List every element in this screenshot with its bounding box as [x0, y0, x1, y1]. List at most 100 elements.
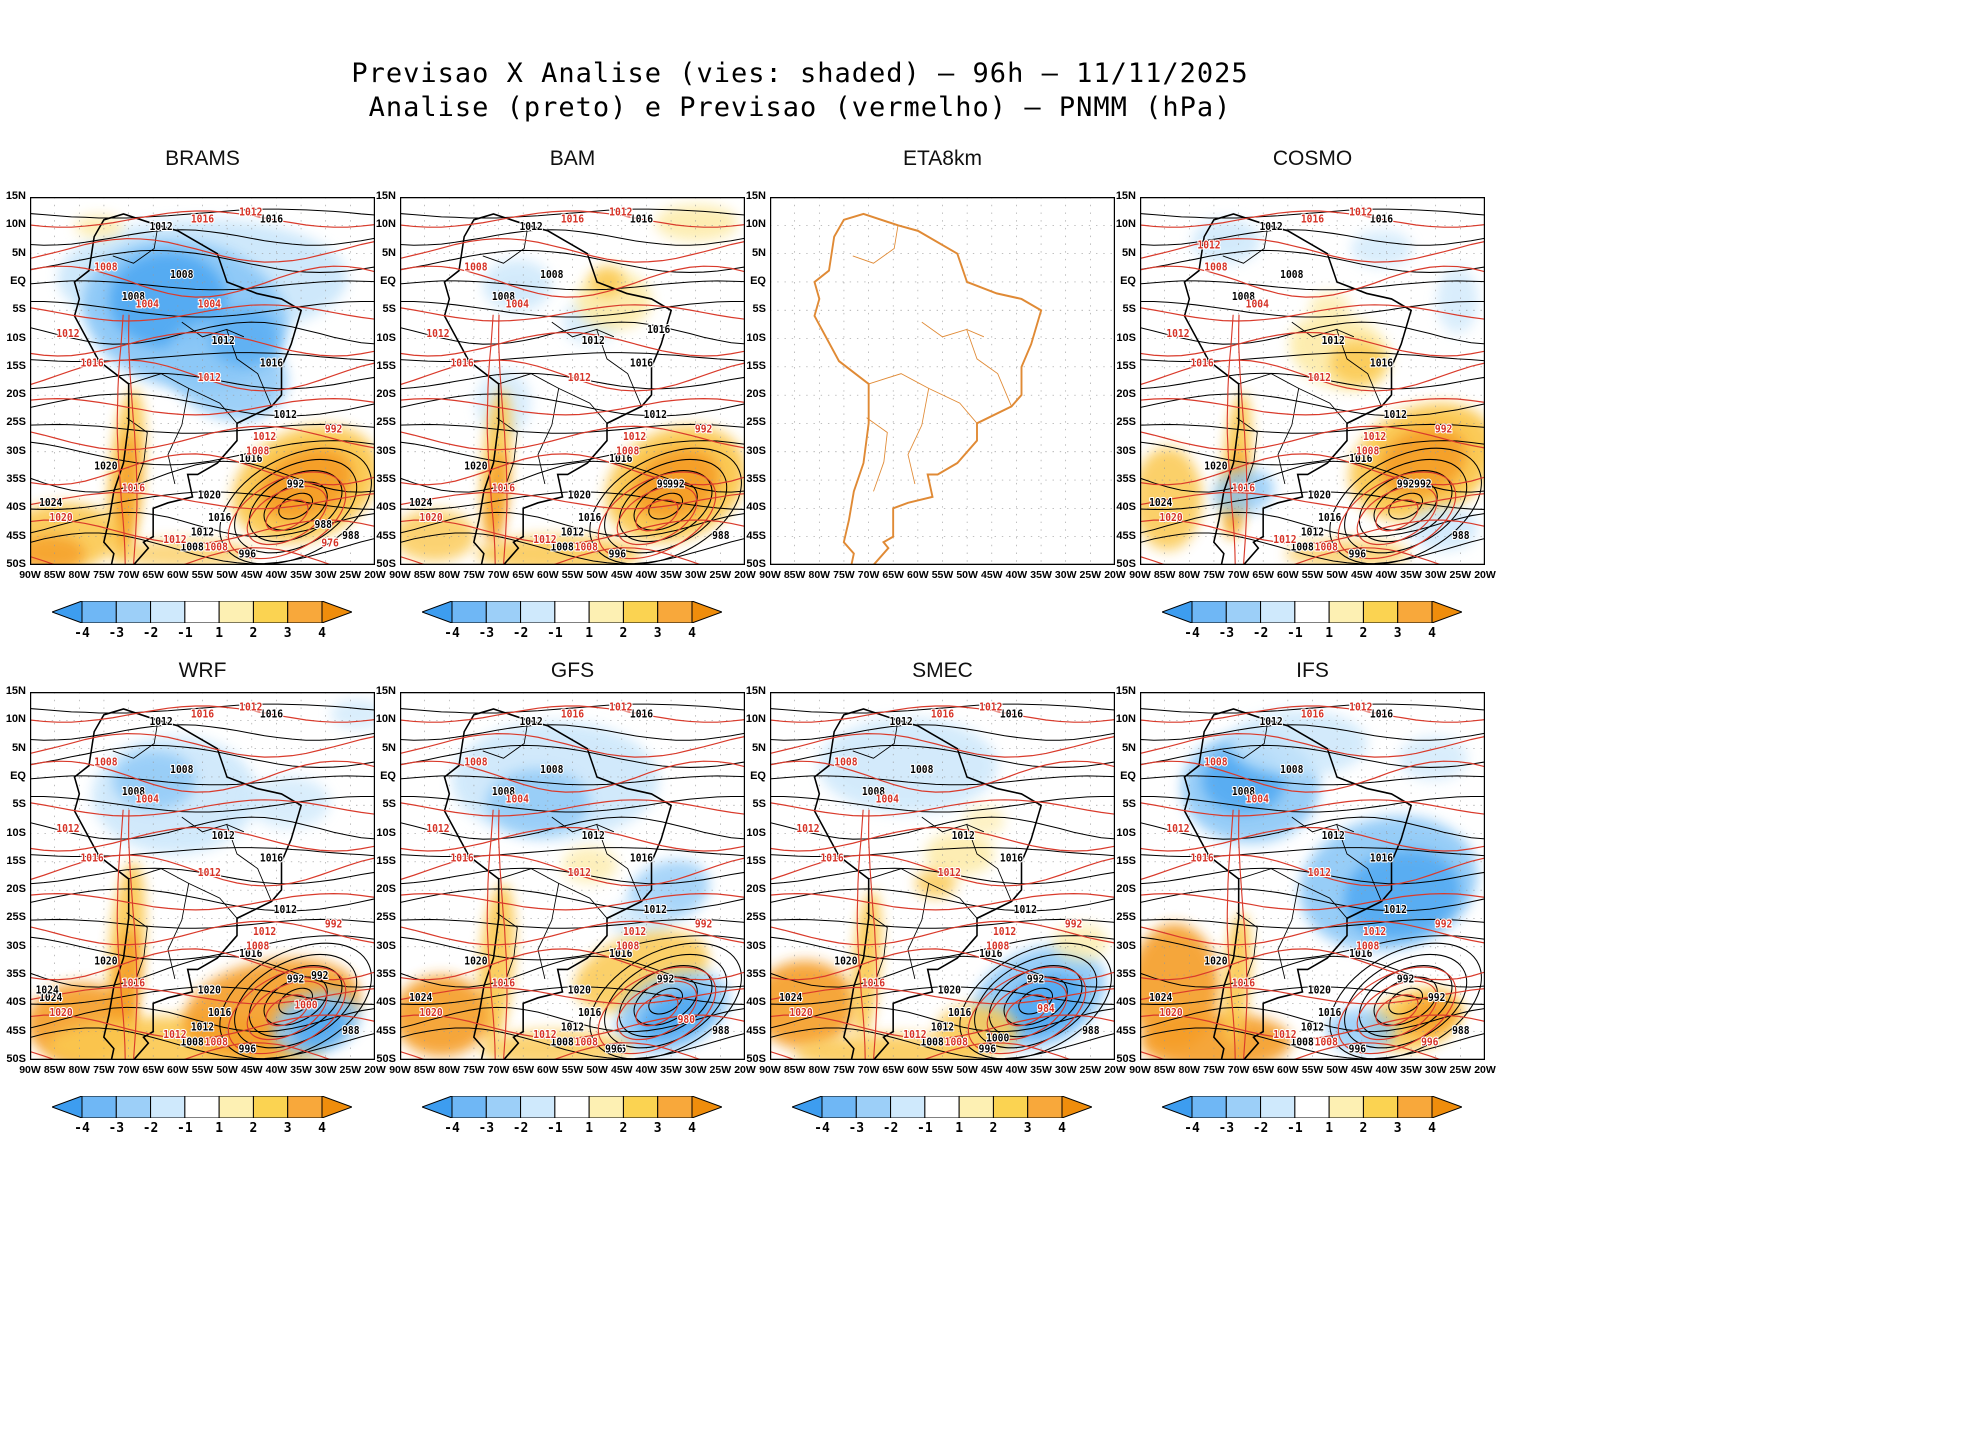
contour-label: 1016: [80, 853, 103, 864]
contour-label: 1012: [1273, 1030, 1296, 1041]
contour-label: 996: [1349, 549, 1366, 560]
colorbar-segment: [218, 1096, 254, 1118]
lon-tick-label: 75W: [93, 1064, 115, 1076]
contour-label: 1016: [948, 1008, 971, 1019]
lat-tick-label: 45S: [6, 529, 26, 542]
colorbar-segment: [81, 1096, 117, 1118]
lon-tick-label: 65W: [1252, 569, 1274, 581]
contour-label: 1016: [208, 1008, 231, 1019]
colorbar-segment: [287, 601, 323, 623]
colorbar-segment: [1225, 1096, 1262, 1118]
lon-tick-label: 20W: [364, 1064, 386, 1076]
contour-label: 1016: [979, 949, 1002, 960]
contour-label: 988: [712, 531, 729, 542]
contour-label: 1012: [1349, 702, 1372, 713]
contour-label: 1016: [630, 215, 653, 226]
contour-label: 1012: [149, 222, 172, 233]
contour-label: 1012: [1273, 535, 1296, 546]
contour-label: 1020: [419, 1008, 442, 1019]
lon-tick-label: 65W: [882, 569, 904, 581]
colorbar-tick-label: 1: [585, 1121, 594, 1136]
colorbar-tick-label: 1: [1325, 626, 1334, 641]
lon-tick-label: 55W: [1301, 569, 1324, 581]
lon-tick-label: 55W: [191, 1064, 214, 1076]
colorbar-tick-label: -1: [547, 1121, 563, 1136]
lat-tick-label: 5N: [751, 246, 766, 259]
colorbar-tick-label: -1: [1287, 626, 1303, 641]
contour-label: 1012: [644, 905, 667, 916]
lat-tick-label: 15S: [1116, 359, 1136, 372]
lon-tick-label: 45W: [980, 569, 1003, 581]
contour-label: 992: [1428, 993, 1445, 1004]
lon-tick-label: 35W: [660, 569, 682, 581]
contour-label: 1016: [1000, 710, 1023, 721]
contour-label: 1008: [122, 292, 145, 303]
contour-label: 1004: [136, 299, 159, 310]
lon-tick-label: 50W: [216, 1064, 238, 1076]
contour-label: 980: [678, 1015, 695, 1026]
contour-label: 1008: [834, 757, 857, 768]
lon-tick-label: 25W: [709, 569, 732, 581]
lon-tick-label: 20W: [734, 1064, 756, 1076]
contour-label: 1012: [1349, 207, 1372, 218]
lat-tick-label: 50S: [746, 1053, 766, 1065]
contour-label: 1012: [938, 868, 961, 879]
contour-label: 988: [1082, 1026, 1099, 1037]
colorbar-right-arrow: [1431, 601, 1462, 623]
colorbar-tick-label: -3: [108, 1121, 125, 1136]
lon-tick-label: 55W: [561, 1064, 584, 1076]
contour-label: 1012: [582, 831, 605, 842]
lat-tick-label: 20S: [376, 388, 396, 401]
lon-tick-label: 35W: [290, 1064, 312, 1076]
lat-tick-label: 15N: [5, 685, 26, 697]
contour-label: 992: [1065, 919, 1082, 930]
colorbar-segment: [115, 1096, 152, 1118]
contour-label: 1016: [450, 853, 473, 864]
colorbar-segment: [588, 601, 624, 623]
contour-label: 1012: [1308, 868, 1331, 879]
lat-tick-label: 35S: [376, 968, 396, 981]
panel-title-wrf: WRF: [178, 659, 227, 682]
contour-label: 1016: [862, 978, 885, 989]
lat-tick-label: 5N: [1121, 246, 1136, 259]
panel-title-ifs: IFS: [1296, 659, 1329, 682]
lon-tick-label: 70W: [1227, 569, 1250, 581]
colorbar-tick-label: 3: [283, 626, 292, 641]
colorbar-segment: [588, 1096, 624, 1118]
contour-label: 1020: [1308, 491, 1331, 502]
contour-label: 992: [1414, 479, 1431, 490]
contour-label: 1024: [1149, 498, 1172, 509]
contour-label: 1020: [464, 956, 487, 967]
contour-label: 1012: [1322, 336, 1345, 347]
lon-tick-label: 80W: [68, 569, 91, 581]
lat-tick-label: EQ: [1120, 274, 1136, 287]
contour-label: 992: [657, 974, 674, 985]
colorbar-tick-label: -4: [444, 626, 460, 641]
lat-tick-label: 20S: [6, 883, 26, 896]
contour-label: 1016: [1190, 853, 1213, 864]
map-eta8km: [770, 197, 1115, 565]
lon-tick-label: 45W: [1350, 1064, 1373, 1076]
contour-label: 996: [609, 549, 626, 560]
colorbar-tick-label: 4: [1428, 1121, 1436, 1136]
lat-tick-label: 5S: [12, 303, 26, 316]
colorbar-segment: [520, 1096, 556, 1118]
contour-label: 1012: [903, 1030, 926, 1041]
contour-label: 1008: [1315, 542, 1338, 553]
contour-label: 1012: [796, 824, 819, 835]
contour-label: 1012: [1363, 927, 1386, 938]
contour-label: 1008: [1356, 446, 1379, 457]
contour-label: 1004: [506, 299, 529, 310]
lon-tick-label: 30W: [314, 1064, 337, 1076]
map-content: 1012101610081012101610121016102099298810…: [30, 197, 375, 565]
contour-label: 1016: [931, 710, 954, 721]
lat-tick-label: 20S: [1116, 388, 1136, 401]
contour-label: 1012: [1014, 905, 1037, 916]
panel-title-eta8km: ETA8km: [903, 147, 982, 170]
contour-label: 1012: [239, 702, 262, 713]
panel-title-smec: SMEC: [912, 659, 973, 682]
colorbar-tick-label: 4: [1058, 1121, 1066, 1136]
contour-label: 1012: [1363, 432, 1386, 443]
contour-label: 976: [321, 538, 338, 549]
